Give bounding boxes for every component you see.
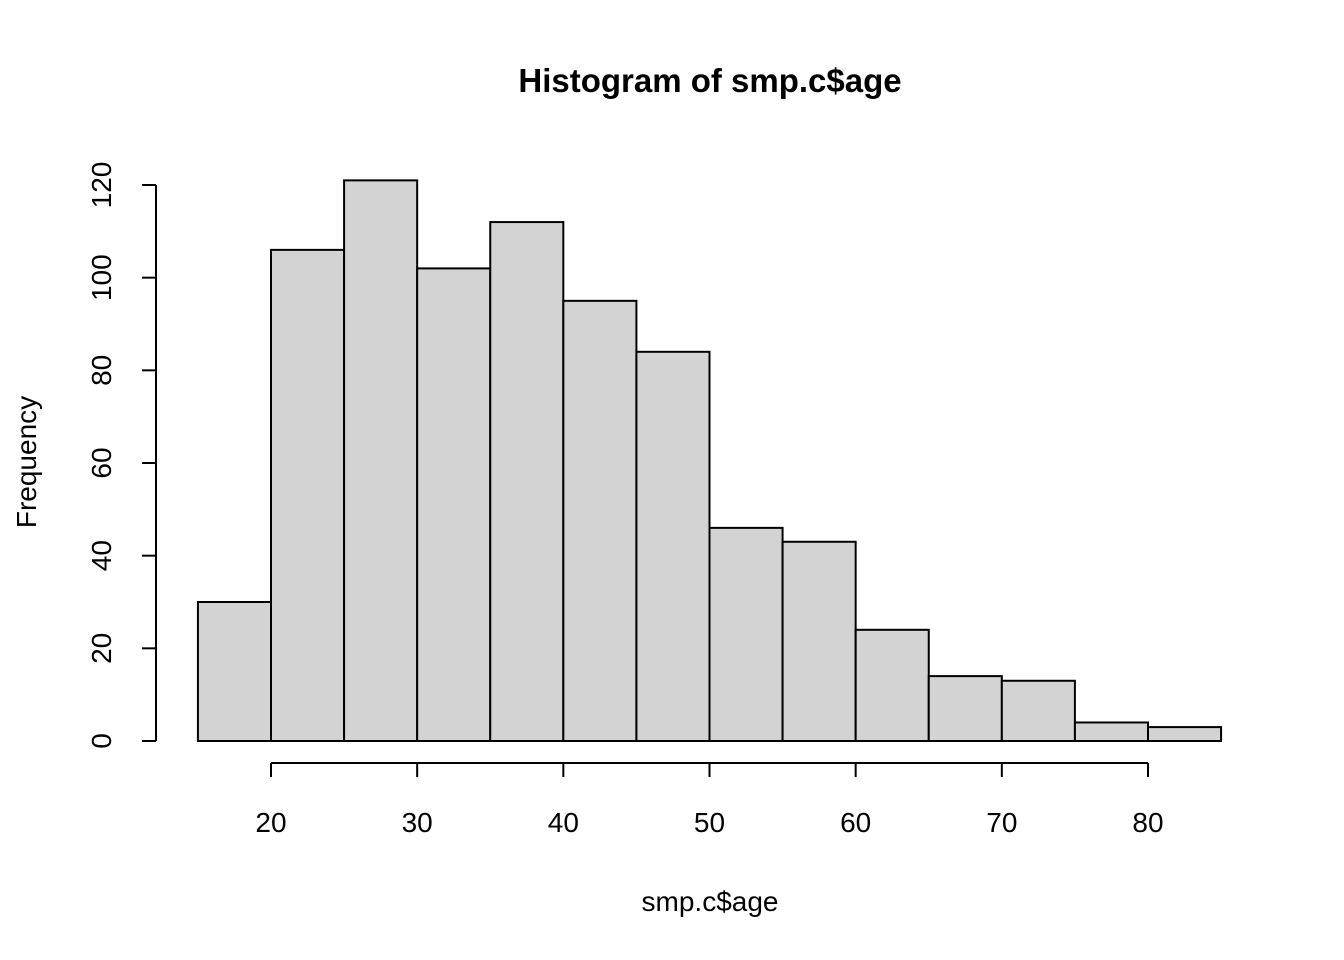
histogram-bar-14	[1147, 726, 1223, 742]
y-tick-label-60: 60	[86, 447, 117, 478]
y-tick-label-0: 0	[86, 733, 117, 749]
x-tick-label-70: 70	[986, 807, 1017, 838]
histogram-bar-9	[781, 540, 857, 743]
histogram-bar-8	[708, 526, 784, 742]
x-tick-label-50: 50	[694, 807, 725, 838]
x-axis: 20 30 40 50 60 70 80	[255, 762, 1164, 838]
y-axis-label: Frequency	[11, 396, 42, 528]
x-tick-label-30: 30	[402, 807, 433, 838]
histogram-bar-2	[270, 248, 346, 742]
histogram-bar-1	[196, 601, 272, 742]
histogram-bar-10	[854, 628, 930, 742]
y-tick-label-120: 120	[86, 162, 117, 209]
histogram-bar-12	[1000, 679, 1076, 743]
x-tick-label-20: 20	[255, 807, 286, 838]
x-tick-label-40: 40	[548, 807, 579, 838]
histogram-bar-11	[927, 675, 1003, 743]
histogram-bar-6	[562, 299, 638, 742]
x-tick-label-60: 60	[840, 807, 871, 838]
histogram-bar-3	[343, 179, 419, 742]
y-tick-label-20: 20	[86, 633, 117, 664]
x-axis-label: smp.c$age	[642, 886, 779, 917]
y-tick-label-100: 100	[86, 254, 117, 301]
x-tick-label-80: 80	[1132, 807, 1163, 838]
histogram-bar-4	[416, 267, 492, 742]
histogram-bar-7	[635, 350, 711, 742]
y-axis: 0 20 40 60 80 100 120	[86, 162, 157, 749]
histogram-bar-13	[1073, 721, 1150, 742]
y-tick-label-80: 80	[86, 355, 117, 386]
y-tick-label-40: 40	[86, 540, 117, 571]
chart-title: Histogram of smp.c$age	[518, 62, 901, 99]
histogram-bar-5	[489, 221, 565, 742]
bars-group	[196, 179, 1223, 743]
